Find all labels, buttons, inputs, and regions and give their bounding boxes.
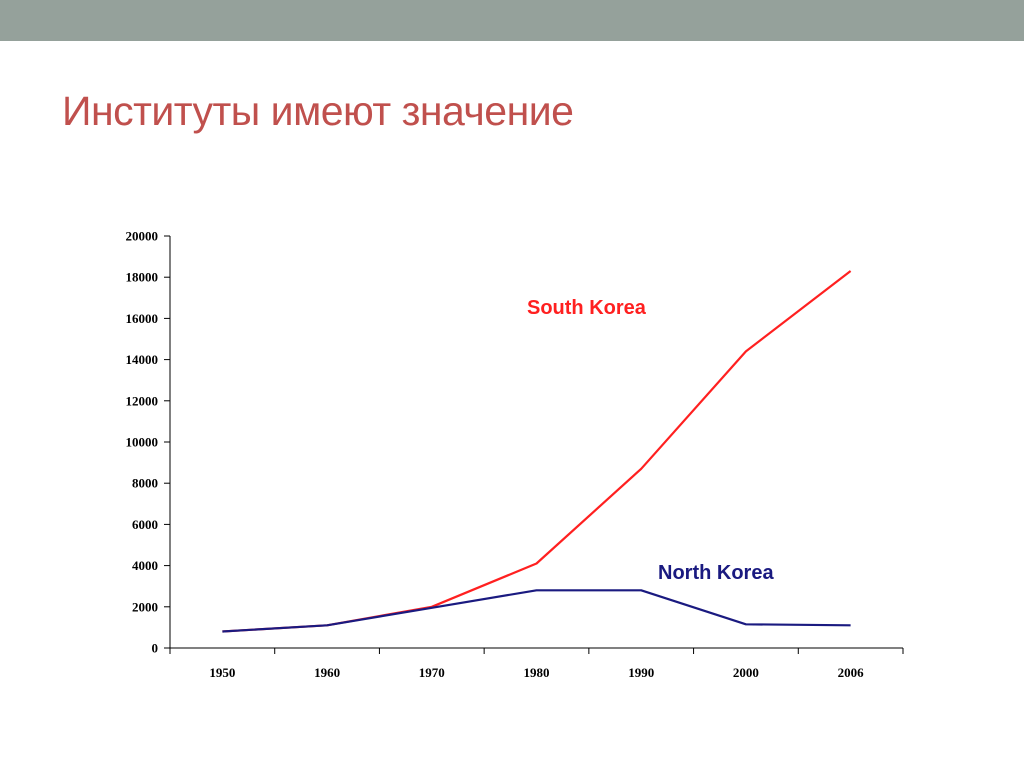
- y-axis-ticks: 0 2000 4000 6000 8000 10000 12000 14000 16000 180…: [126, 229, 170, 656]
- y-tick-label: 8000: [132, 476, 158, 491]
- y-tick-label: 6000: [132, 517, 158, 532]
- y-tick-label: 18000: [126, 270, 159, 285]
- slide-title: Институты имеют значение: [62, 88, 574, 134]
- x-tick-label: 2000: [733, 665, 759, 680]
- x-axis-ticks: 1950 1960 1970 1980 1990 2000 2006: [169, 648, 904, 680]
- series-lines: [222, 270, 852, 633]
- x-tick-label: 1980: [524, 665, 550, 680]
- y-tick-label: 10000: [126, 435, 159, 450]
- y-tick-label: 4000: [132, 558, 158, 573]
- y-tick-label: 2000: [132, 599, 158, 614]
- series-label-north-korea: North Korea: [658, 562, 774, 584]
- y-tick-label: 20000: [126, 229, 159, 244]
- x-tick-label: 1990: [628, 665, 654, 680]
- y-tick-label: 16000: [126, 311, 159, 326]
- x-tick-label: 1970: [419, 665, 445, 680]
- series-labels: South Korea North Korea: [527, 297, 774, 584]
- y-tick-label: 14000: [126, 352, 159, 367]
- y-tick-label: 12000: [126, 393, 159, 408]
- series-label-south-korea: South Korea: [527, 297, 647, 319]
- x-tick-label: 2006: [838, 665, 865, 680]
- top-bar: [0, 0, 1024, 41]
- y-tick-label: 0: [152, 641, 159, 656]
- series-line-north-korea: [222, 589, 851, 633]
- x-tick-label: 1950: [209, 665, 235, 680]
- x-tick-label: 1960: [314, 665, 340, 680]
